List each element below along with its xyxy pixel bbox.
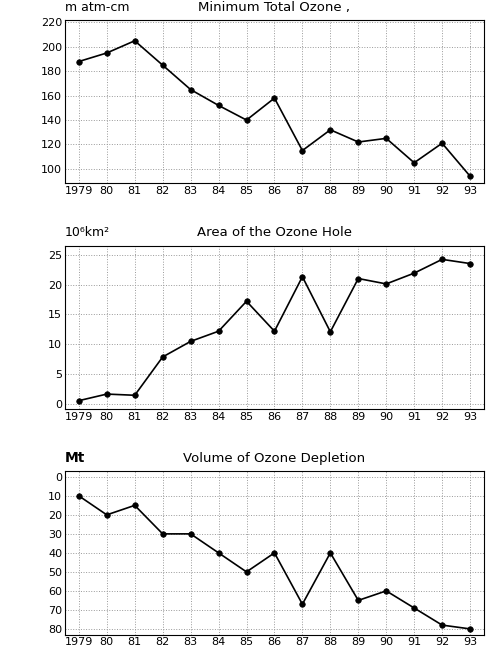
Text: Minimum Total Ozone ,: Minimum Total Ozone , [199, 1, 350, 13]
Text: 10⁶km²: 10⁶km² [65, 226, 110, 239]
Text: Area of the Ozone Hole: Area of the Ozone Hole [197, 226, 352, 239]
Text: Mt: Mt [65, 451, 85, 465]
Text: Volume of Ozone Depletion: Volume of Ozone Depletion [184, 452, 365, 465]
Text: m atm-cm: m atm-cm [65, 1, 129, 13]
